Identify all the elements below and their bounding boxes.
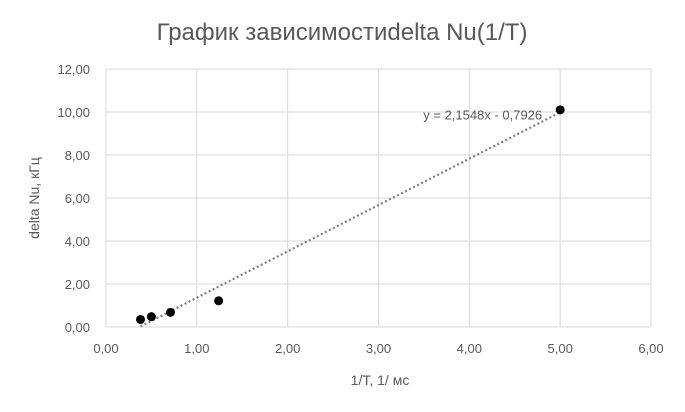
x-axis-label: 1/T, 1/ мс [351,372,410,388]
x-tick-label: 1,00 [184,341,209,356]
x-tick-label: 4,00 [457,341,482,356]
data-point [136,314,146,324]
y-tick-label: 2,00 [65,277,90,292]
y-tick-label: 12,00 [57,62,90,77]
tick-labels: 0,00 1,00 2,00 3,00 4,00 5,00 6,00 0,00 2,00 4,00… [57,62,663,356]
x-tick-label: 5,00 [548,341,573,356]
data-point [214,296,224,306]
data-points [136,105,565,324]
trendline-layer: y = 2,1548x - 0,7926 [140,107,561,328]
data-point [146,312,156,322]
y-tick-label: 6,00 [65,191,90,206]
y-tick-label: 0,00 [65,320,90,335]
data-point [555,105,565,115]
chart-title: График зависимостиdelta Nu(1/T) [157,19,528,46]
trendline-equation: y = 2,1548x - 0,7926 [423,107,542,122]
grid-lines [105,68,652,328]
y-tick-label: 10,00 [57,105,90,120]
x-tick-label: 6,00 [638,341,663,356]
data-point [165,307,175,317]
y-tick-label: 8,00 [65,148,90,163]
x-tick-label: 0,00 [93,341,118,356]
x-tick-label: 2,00 [275,341,300,356]
y-tick-label: 4,00 [65,234,90,249]
trendline [140,111,561,328]
x-tick-label: 3,00 [366,341,391,356]
y-axis-label: delta Nu, кГц [26,157,42,239]
